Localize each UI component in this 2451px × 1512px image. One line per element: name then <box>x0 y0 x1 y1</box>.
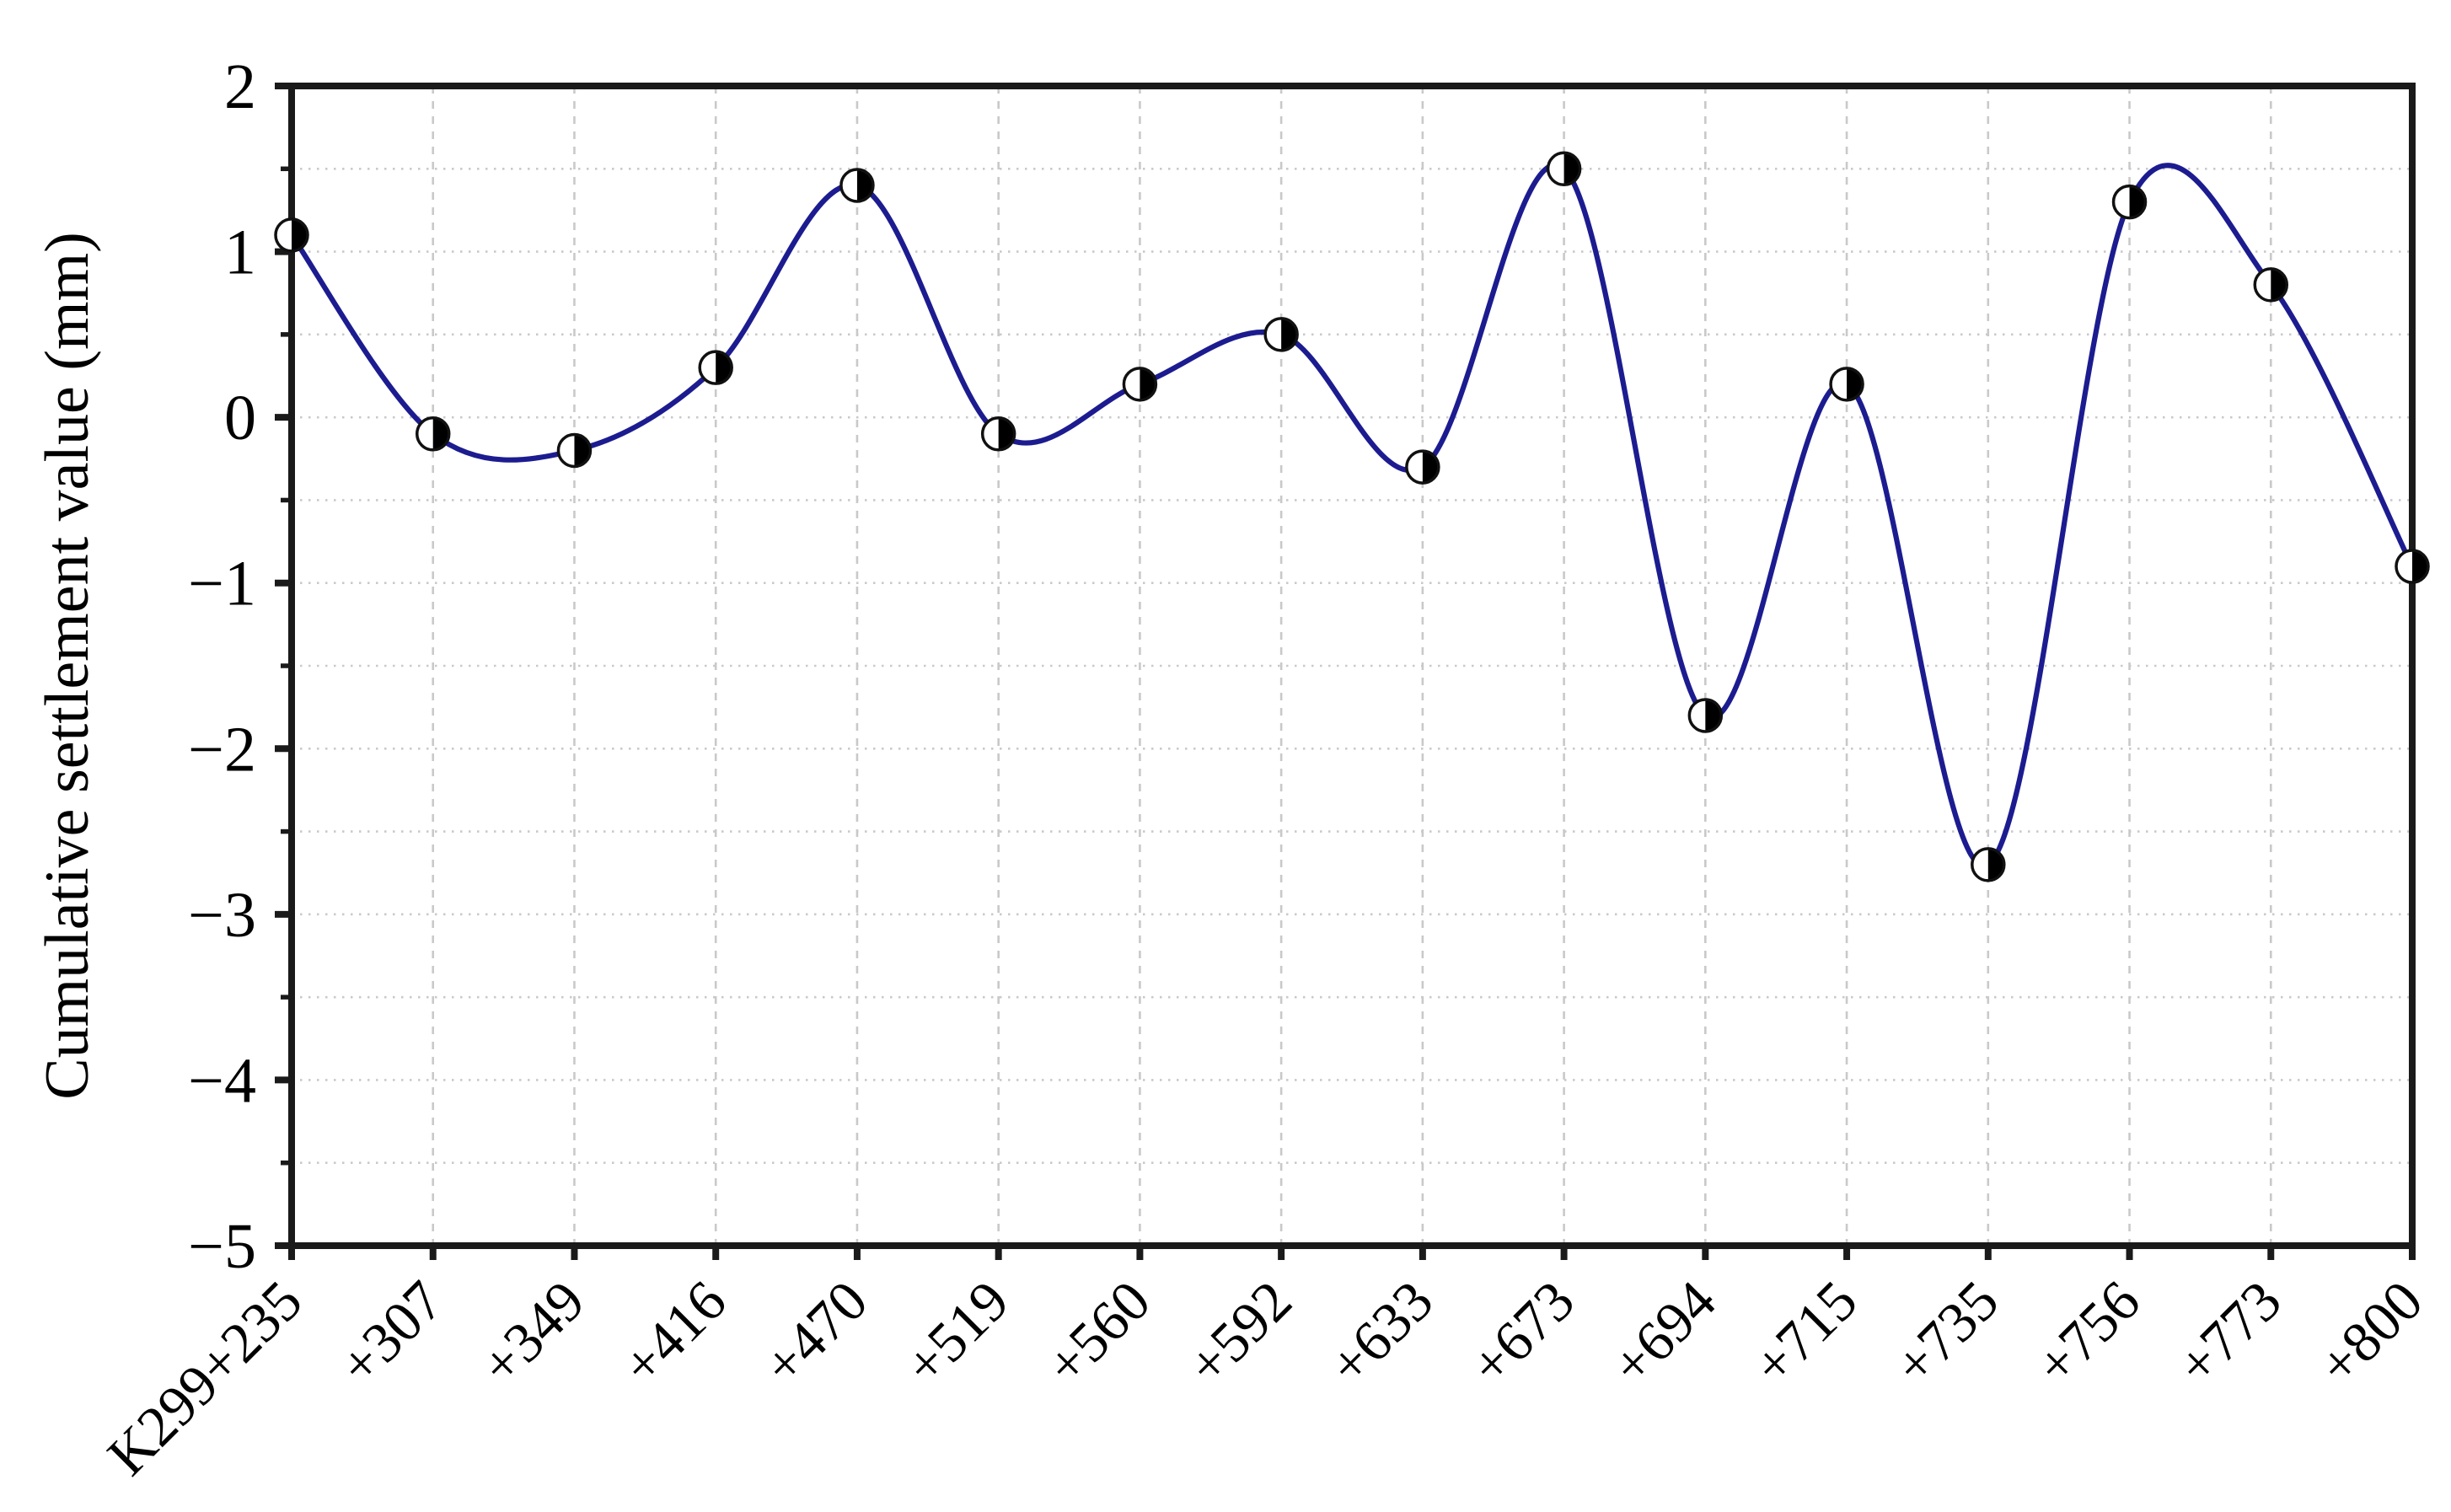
marker-right-half <box>1422 451 1439 484</box>
marker-outline <box>1122 367 1158 402</box>
vertical-gridlines <box>432 86 2272 1246</box>
marker-right-half <box>1847 367 1864 400</box>
marker-right-half <box>1705 699 1722 732</box>
marker-right-half <box>1987 848 2004 881</box>
data-point-marker-+560 <box>1122 367 1158 402</box>
data-point-marker-+416 <box>698 350 733 385</box>
marker-outline <box>2395 549 2430 584</box>
series-curve <box>288 163 2416 869</box>
marker-right-half <box>2129 185 2146 218</box>
y-axis-tick-label: 1 <box>224 217 256 288</box>
marker-right-half <box>998 417 1015 450</box>
marker-right-half <box>1563 153 1580 185</box>
settlement-chart-figure: 2 1 0 −1 −2 −3 −4 −5 K299+235 +307 +349 +416 +470 +51… <box>34 13 2451 1499</box>
data-point-marker-+715 <box>1829 367 1864 402</box>
y-axis-tick-label: −3 <box>188 880 256 951</box>
y-axis-title: Cumulative settlement value (mm) <box>34 232 102 1100</box>
data-point-marker-K299+235 <box>274 217 309 253</box>
marker-outline <box>839 168 875 203</box>
marker-outline <box>1687 698 1724 733</box>
marker-outline <box>556 432 593 469</box>
data-point-marker-+735 <box>1971 847 2006 882</box>
data-point-marker-+756 <box>2111 184 2148 220</box>
data-point-markers <box>274 151 2430 882</box>
marker-outline <box>274 217 309 253</box>
y-axis-tick-label: −4 <box>188 1045 256 1116</box>
data-point-marker-+633 <box>1405 449 1440 485</box>
marker-outline <box>1971 847 2006 882</box>
marker-right-half <box>2412 550 2428 583</box>
marker-right-half <box>432 417 449 450</box>
data-point-marker-+592 <box>1263 317 1299 352</box>
marker-outline <box>1405 449 1440 485</box>
marker-right-half <box>856 169 873 201</box>
chart-background <box>34 13 2451 1499</box>
marker-right-half <box>716 351 732 384</box>
data-point-marker-+694 <box>1687 698 1724 733</box>
marker-outline <box>1263 317 1299 352</box>
marker-outline <box>2253 267 2289 303</box>
marker-outline <box>415 416 451 452</box>
marker-right-half <box>292 218 308 251</box>
data-point-marker-+800 <box>2395 549 2430 584</box>
data-point-marker-+349 <box>556 432 593 469</box>
y-axis-tick-label: 0 <box>224 383 256 453</box>
y-axis-tick-label: −1 <box>188 549 256 619</box>
data-point-marker-+470 <box>839 168 875 203</box>
data-point-marker-+307 <box>415 416 451 452</box>
y-axis-tick-label: −5 <box>188 1211 256 1282</box>
data-point-marker-+773 <box>2253 267 2289 303</box>
marker-right-half <box>1140 367 1156 400</box>
marker-right-half <box>574 434 591 467</box>
marker-outline <box>2111 184 2148 220</box>
y-axis: 2 1 0 −1 −2 −3 −4 −5 <box>188 51 292 1282</box>
marker-right-half <box>2271 268 2287 301</box>
marker-outline <box>1829 367 1864 402</box>
marker-outline <box>1546 151 1582 187</box>
y-axis-tick-label: −2 <box>188 714 256 785</box>
marker-outline <box>980 416 1016 452</box>
marker-right-half <box>1281 318 1298 351</box>
y-axis-tick-label: 2 <box>224 51 256 122</box>
marker-outline <box>698 350 733 385</box>
data-point-marker-+519 <box>980 416 1016 452</box>
data-point-marker-+673 <box>1546 151 1582 187</box>
